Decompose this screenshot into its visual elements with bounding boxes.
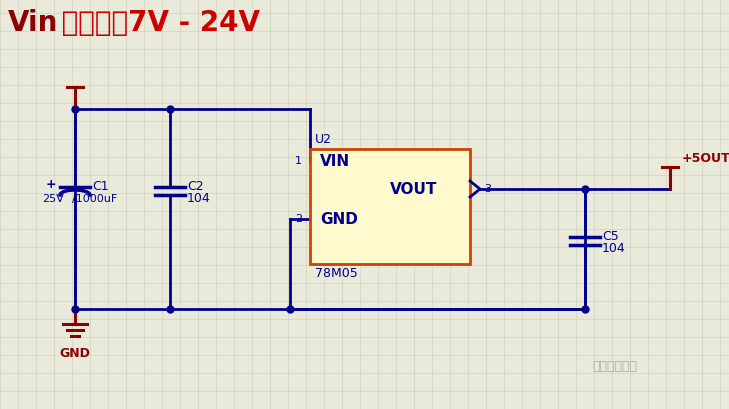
Text: VOUT: VOUT [390,182,437,196]
Text: 104: 104 [602,243,625,256]
Text: 2: 2 [295,214,302,224]
Text: U2: U2 [315,133,332,146]
Text: C1: C1 [92,180,109,193]
Text: C5: C5 [602,229,619,243]
Text: Vin: Vin [8,9,58,37]
Text: GND: GND [320,211,358,227]
Bar [310,149,470,264]
Text: 104: 104 [187,193,211,205]
Text: 张飞实战电子: 张飞实战电子 [593,360,637,373]
Text: 25V: 25V [42,194,63,204]
Text: +5OUT: +5OUT [682,153,729,166]
Text: GND: GND [60,347,90,360]
Text: /1000uF: /1000uF [72,194,117,204]
Text: C2: C2 [187,180,203,193]
Text: VIN: VIN [320,153,350,169]
Text: 电压范围7V - 24V: 电压范围7V - 24V [52,9,260,37]
Text: 1: 1 [295,156,302,166]
Text: +: + [45,178,56,191]
Text: 78M05: 78M05 [315,267,358,280]
Text: 3: 3 [484,184,491,194]
